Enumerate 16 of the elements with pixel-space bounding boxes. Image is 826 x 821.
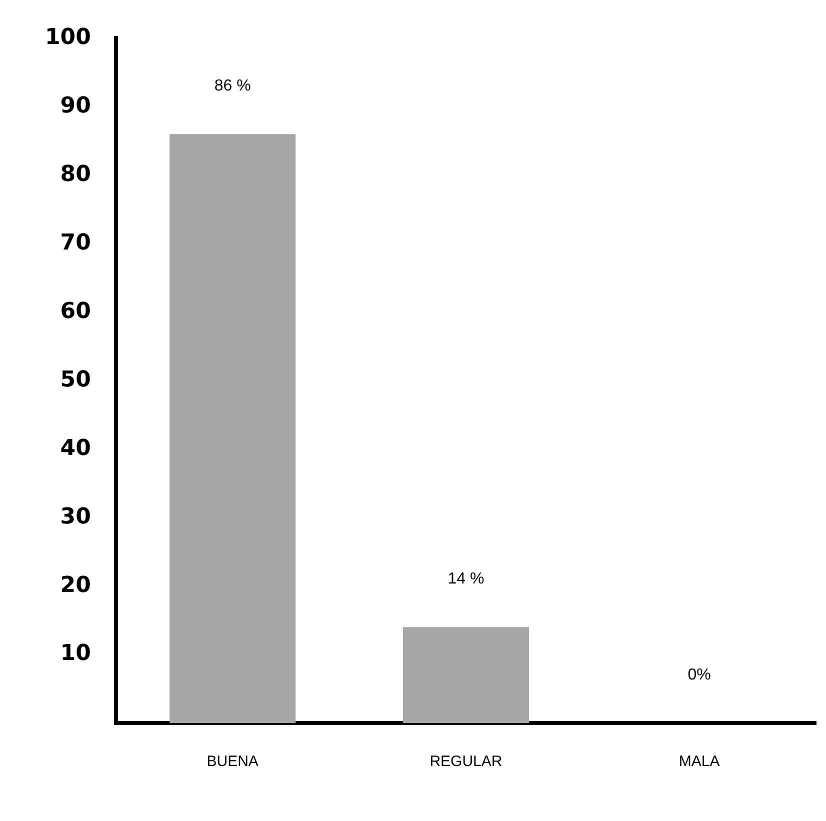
- y-tick-label: 30: [60, 504, 91, 530]
- y-tick-label: 90: [60, 93, 91, 118]
- y-tick-label: 20: [60, 572, 91, 598]
- y-tick-label: 70: [60, 230, 91, 256]
- x-tick-label: MALA: [678, 753, 720, 770]
- x-tick-label: REGULAR: [430, 753, 502, 770]
- y-tick-label: 60: [60, 298, 91, 324]
- y-tick-label: 80: [60, 162, 91, 187]
- y-tick-label: 10: [60, 641, 91, 666]
- data-label: 86 %: [214, 77, 251, 94]
- y-tick-label: 50: [60, 367, 91, 392]
- y-tick-label: 40: [60, 436, 91, 461]
- x-tick-label: BUENA: [206, 753, 258, 770]
- data-label: 0%: [688, 666, 711, 684]
- data-label: 14 %: [448, 570, 484, 588]
- y-tick-label: 100: [44, 24, 91, 50]
